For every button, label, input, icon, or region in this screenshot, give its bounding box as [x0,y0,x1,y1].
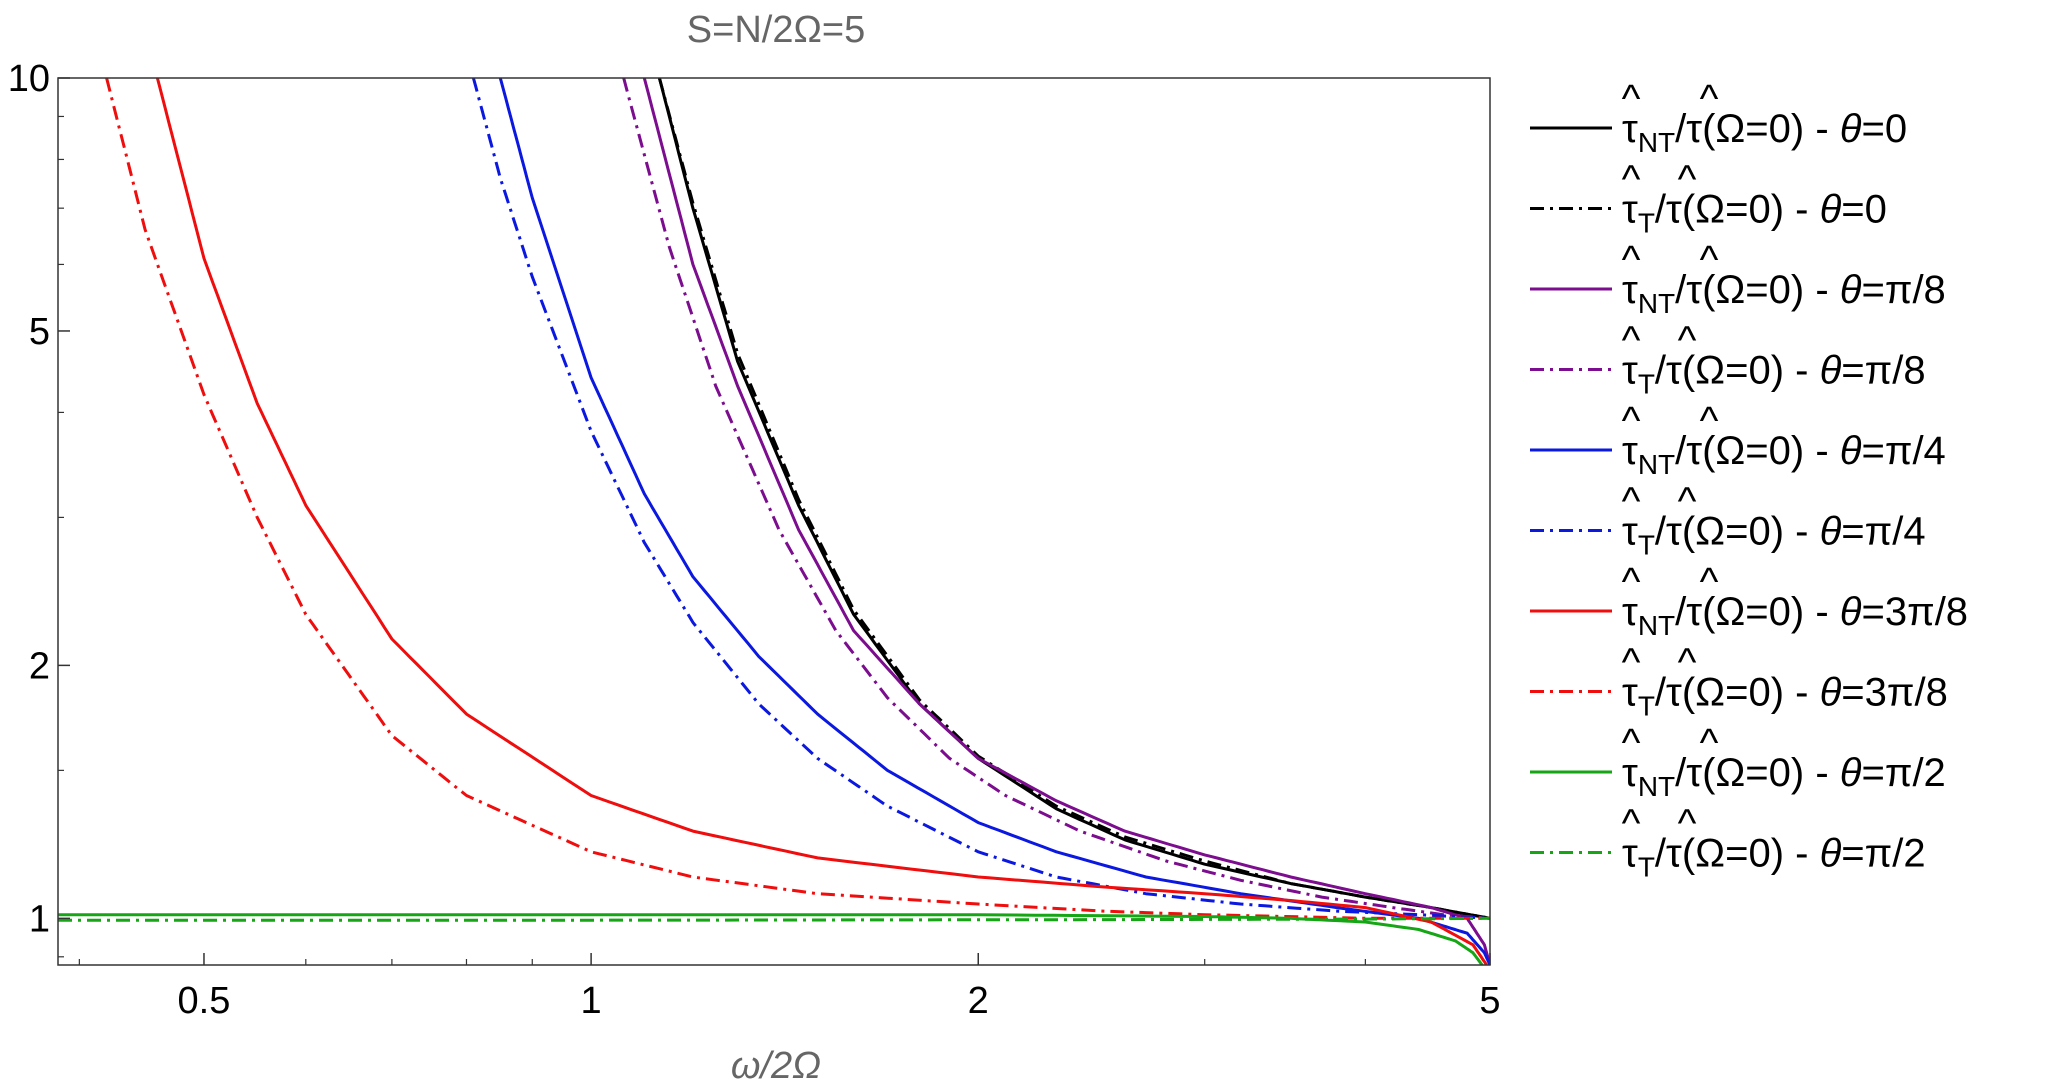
legend-hat: ^ [1700,77,1719,121]
legend-hat: ^ [1678,319,1697,363]
legend-hat: ^ [1700,399,1719,443]
series-line-9 [58,913,1484,965]
legend-item: τT/τ(Ω=0) - θ=π/8^ ^ [1530,319,1926,400]
series-line-4 [622,78,1490,920]
legend-label: τNT/τ(Ω=0) - θ=π/2 [1622,751,1946,802]
legend-label: τNT/τ(Ω=0) - θ=π/4 [1622,429,1946,480]
legend-item: τNT/τ(Ω=0) - θ=π/4^ ^ [1530,399,1946,480]
legend-hat: ^ [1678,802,1697,846]
legend-label: τT/τ(Ω=0) - θ=0 [1622,188,1887,239]
legend-hat: ^ [1622,480,1641,524]
series-line-7 [155,78,1488,965]
series-line-2 [657,78,1490,920]
y-axis-ticks: 1 2 5 10 [8,58,70,958]
legend-item: τNT/τ(Ω=0) - θ=0^ ^ [1530,77,1907,158]
legend-hat: ^ [1622,77,1641,121]
x-axis-title: ω/2Ω [731,1045,821,1087]
legend-hat: ^ [1700,560,1719,604]
legend-hat: ^ [1622,802,1641,846]
legend-item: τT/τ(Ω=0) - θ=π/2^ ^ [1530,802,1926,883]
y-tick-label: 10 [8,58,50,100]
legend-hat: ^ [1622,319,1641,363]
legend-item: τT/τ(Ω=0) - θ=0^ ^ [1530,158,1887,239]
chart-title: S=N/2Ω=5 [687,9,865,51]
series-line-8 [105,78,1490,920]
legend-hat: ^ [1622,641,1641,685]
legend-hat: ^ [1700,721,1719,765]
legend-label: τT/τ(Ω=0) - θ=π/8 [1622,349,1926,400]
legend-item: τNT/τ(Ω=0) - θ=π/2^ ^ [1530,721,1946,802]
legend-hat: ^ [1678,158,1697,202]
legend-hat: ^ [1622,399,1641,443]
legend-hat: ^ [1622,158,1641,202]
legend-hat: ^ [1622,560,1641,604]
legend-label: τNT/τ(Ω=0) - θ=π/8 [1622,268,1946,319]
legend-label: τT/τ(Ω=0) - θ=π/4 [1622,510,1926,561]
legend-item: τNT/τ(Ω=0) - θ=π/8^ ^ [1530,238,1946,319]
plot-frame [57,77,1491,966]
x-tick-label: 0.5 [178,980,231,1022]
x-axis-ticks: 0.5 1 2 5 [78,953,1501,1022]
legend-item: τT/τ(Ω=0) - θ=3π/8^ ^ [1530,641,1948,722]
series-line-3 [642,78,1490,965]
y-tick-label: 2 [29,645,50,687]
y-tick-label: 1 [29,898,50,940]
plot-lines [58,78,1490,965]
legend-hat: ^ [1622,721,1641,765]
legend-hat: ^ [1678,641,1697,685]
legend-label: τT/τ(Ω=0) - θ=3π/8 [1622,671,1948,722]
legend-hat: ^ [1700,238,1719,282]
x-tick-label: 2 [968,980,989,1022]
x-tick-label: 1 [581,980,602,1022]
legend-label: τNT/τ(Ω=0) - θ=3π/8 [1622,590,1968,641]
legend-item: τT/τ(Ω=0) - θ=π/4^ ^ [1530,480,1926,561]
legend-item: τNT/τ(Ω=0) - θ=3π/8^ ^ [1530,560,1968,641]
legend-hat: ^ [1622,238,1641,282]
series-line-10 [58,916,1490,922]
series-line-6 [471,78,1490,920]
legend-label: τNT/τ(Ω=0) - θ=0 [1622,107,1907,158]
legend-label: τT/τ(Ω=0) - θ=π/2 [1622,832,1926,883]
legend-hat: ^ [1678,480,1697,524]
x-tick-label: 5 [1479,980,1500,1022]
legend: τNT/τ(Ω=0) - θ=0^ ^τT/τ(Ω=0) - θ=0^ ^τNT/τ… [1530,77,1968,883]
y-tick-label: 5 [29,311,50,353]
